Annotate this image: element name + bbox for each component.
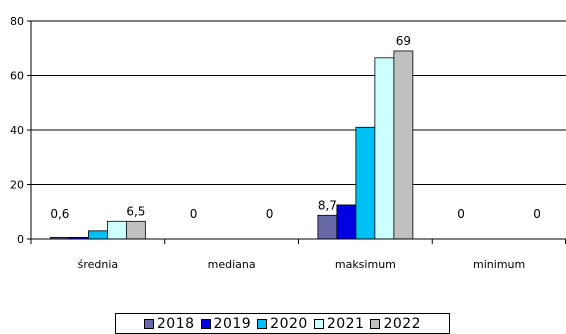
bar-2020-0 — [87, 230, 108, 240]
legend-label: 2020 — [270, 315, 308, 332]
category-label: średnia — [78, 258, 119, 271]
y-axis-ticks: 0 20 40 60 80 — [10, 15, 31, 246]
data-label: 69 — [396, 34, 411, 48]
category-label: minimum — [473, 258, 525, 271]
legend-swatch — [370, 318, 381, 329]
bar-2020-2 — [355, 126, 376, 240]
category-labels: średnia mediana maksimum minimum — [78, 258, 526, 271]
legend-swatch — [257, 318, 268, 329]
bar-2018-2 — [317, 214, 338, 240]
bar-2021-2 — [374, 57, 395, 240]
legend-label: 2022 — [383, 315, 422, 332]
legend-swatch — [313, 318, 324, 329]
y-tick-label: 20 — [10, 179, 24, 192]
legend-label: 2021 — [326, 315, 365, 332]
data-label: 0 — [190, 207, 198, 221]
legend-item: 2018 — [143, 315, 195, 332]
legend-item: 2022 — [370, 316, 421, 332]
y-tick-label: 80 — [10, 15, 24, 28]
legend: 2018 2019 2020 2021 2022 — [115, 313, 450, 334]
category-label: mediana — [208, 258, 256, 271]
data-labels: 0,6 6,5 0 0 8,7 69 0 0 — [50, 34, 541, 221]
y-tick-label: 0 — [17, 233, 24, 246]
data-label: 0 — [533, 207, 541, 221]
y-tick-label: 60 — [10, 70, 24, 83]
data-label: 0 — [266, 207, 274, 221]
legend-item: 2019 — [200, 315, 252, 332]
bar-2019-2 — [336, 204, 357, 240]
legend-label: 2018 — [156, 315, 195, 332]
legend-item: 2021 — [313, 315, 365, 332]
legend-swatch — [200, 318, 211, 329]
legend-item: 2020 — [257, 316, 308, 332]
data-label: 0,6 — [50, 207, 69, 221]
bars — [49, 50, 414, 240]
y-tick-label: 40 — [10, 124, 24, 137]
bar-2022-2 — [393, 50, 414, 240]
legend-label: 2019 — [213, 315, 252, 332]
data-label: 6,5 — [126, 204, 145, 218]
legend-swatch — [143, 318, 154, 329]
bar-2022-0 — [125, 220, 146, 240]
data-label: 8,7 — [318, 198, 337, 212]
category-label: maksimum — [335, 258, 396, 271]
grid-lines — [31, 20, 566, 185]
bar-2021-0 — [106, 220, 127, 240]
axes — [30, 21, 566, 244]
data-label: 0 — [457, 207, 465, 221]
